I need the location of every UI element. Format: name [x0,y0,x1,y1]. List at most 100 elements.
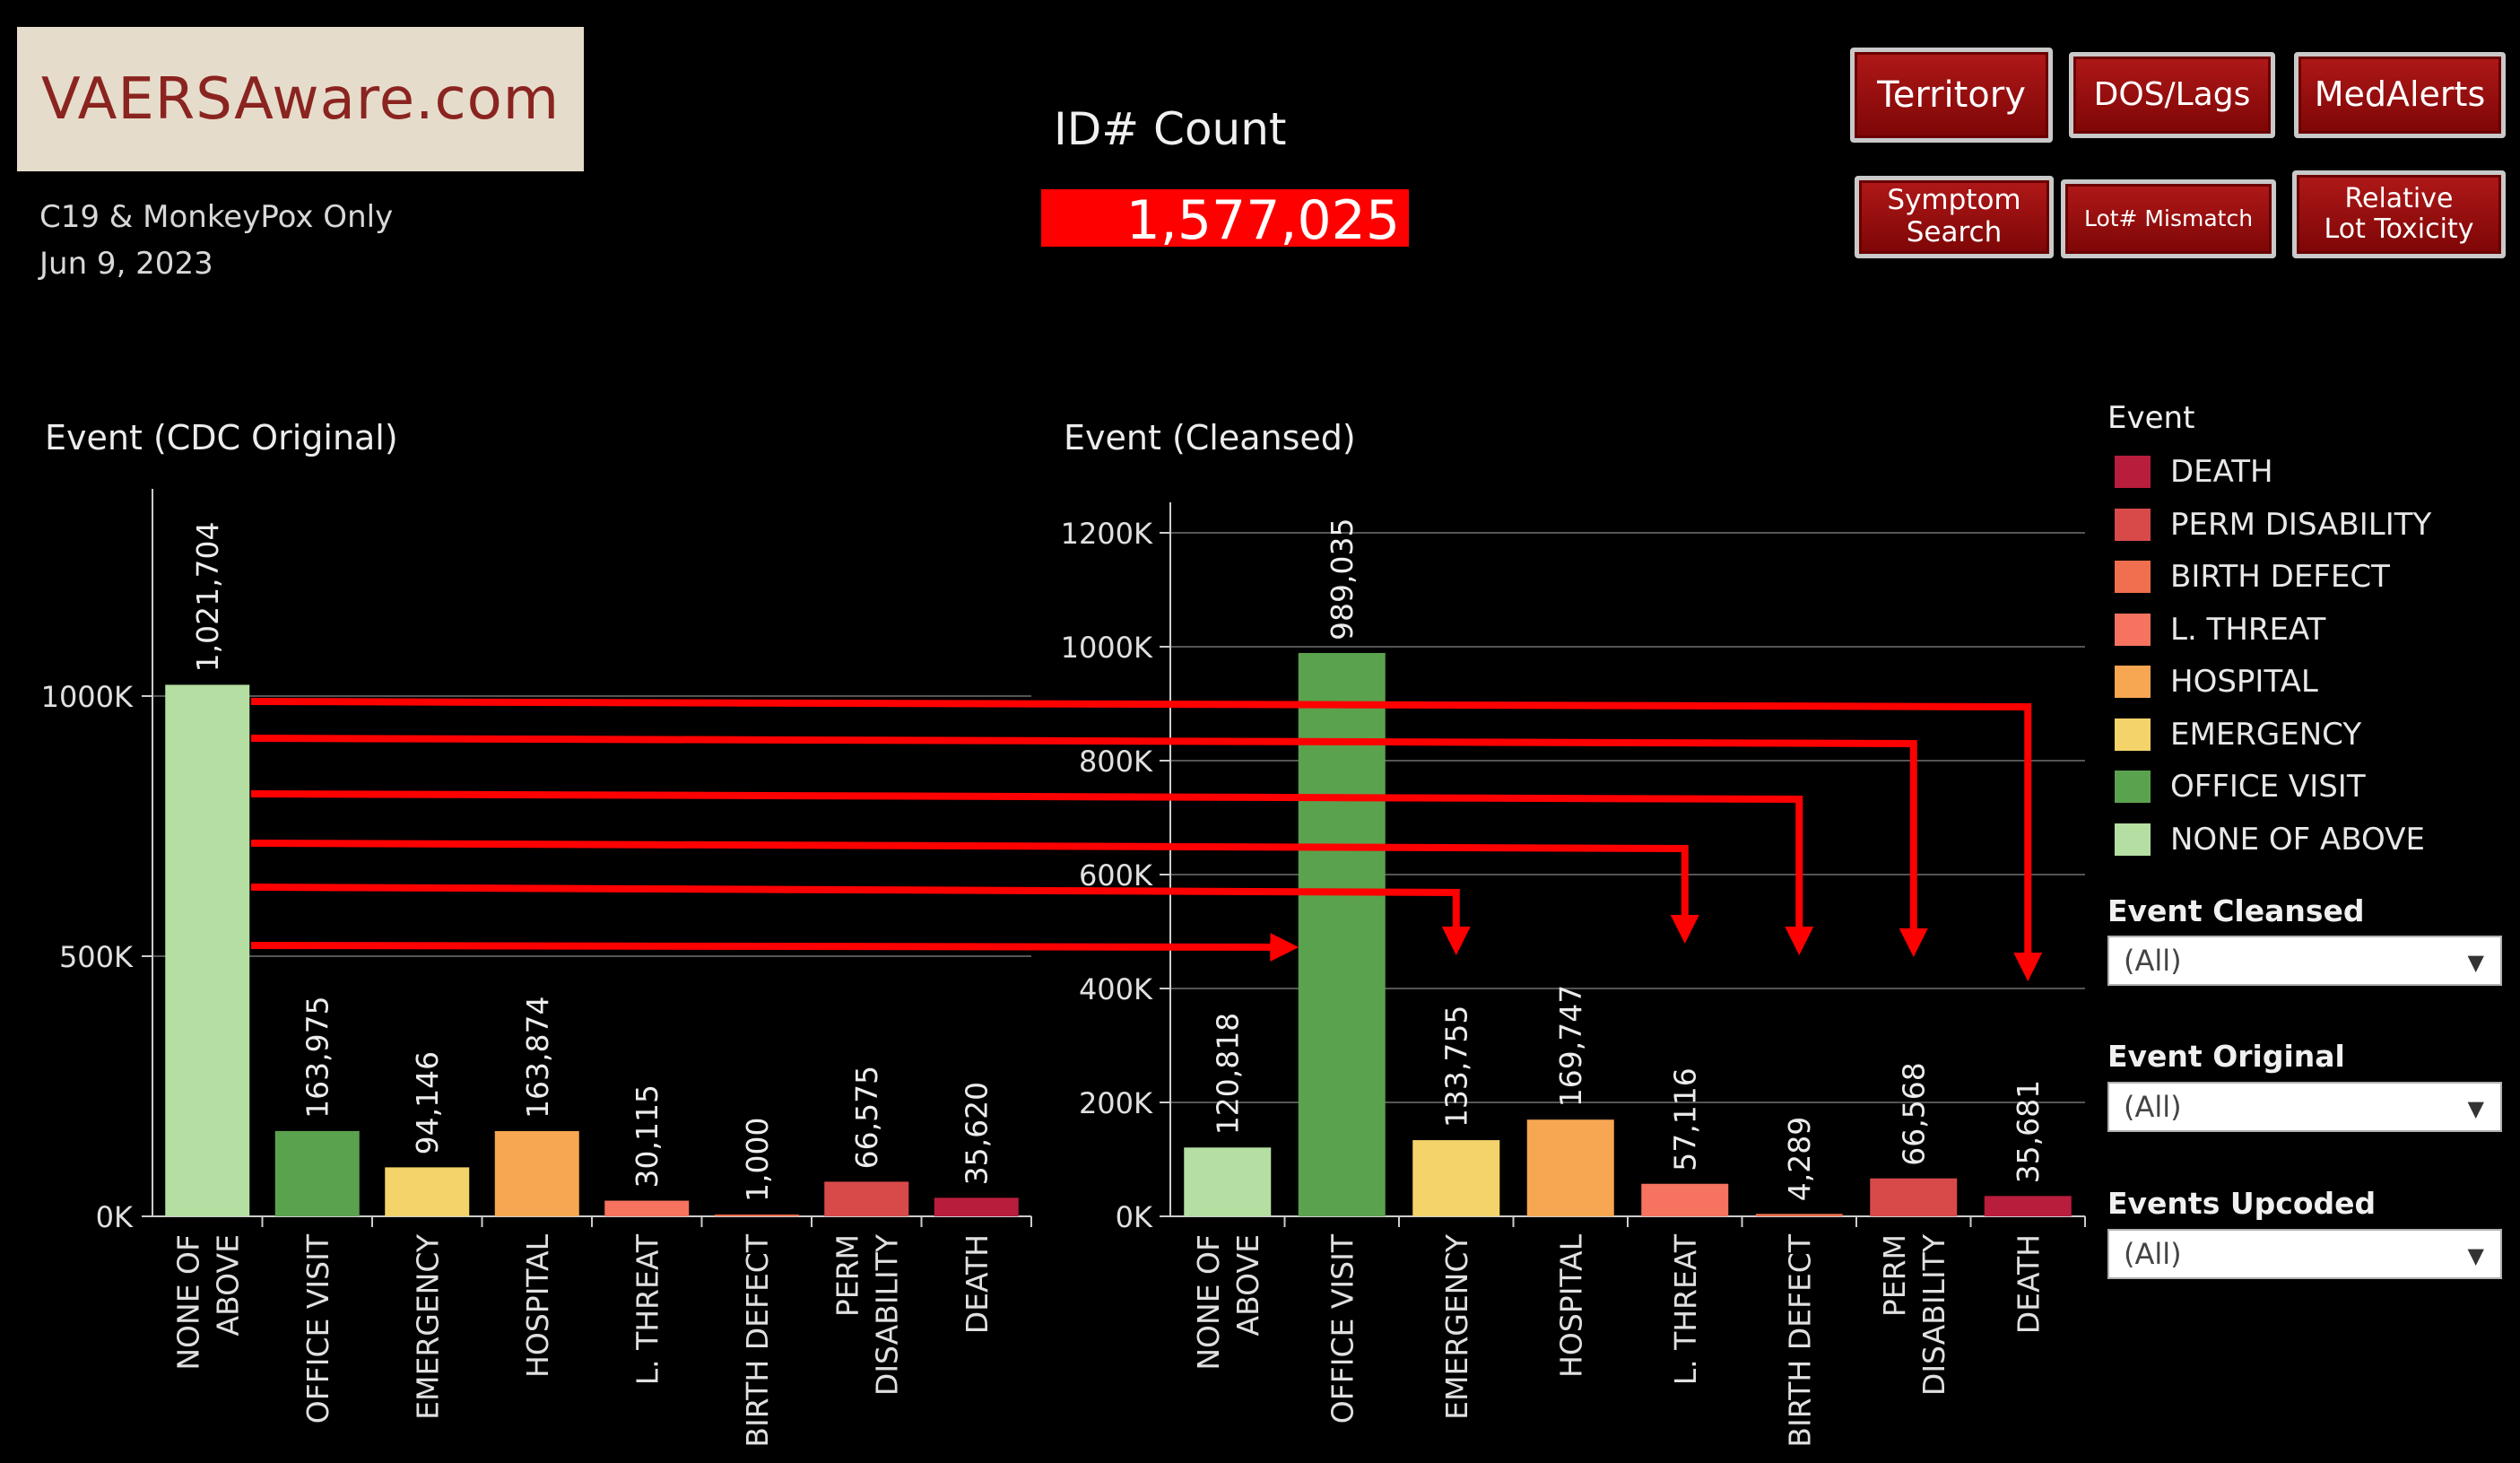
x-tick-label: HOSPITAL [1553,1233,1588,1378]
chart-original-title: Event (CDC Original) [45,418,398,457]
legend-label: PERM DISABILITY [2170,506,2432,543]
legend-swatch [2115,718,2151,751]
legend-label: EMERGENCY [2170,716,2362,753]
data-label: 35,681 [2011,1080,2046,1183]
x-tick-label: NONE OF [170,1234,205,1371]
data-label: 163,874 [520,996,555,1118]
events-upcoded-dropdown[interactable]: (All) ▼ [2107,1229,2502,1279]
legend-item[interactable]: BIRTH DEFECT [2115,559,2390,595]
bar [714,1215,799,1216]
x-tick-label: BIRTH DEFECT [1782,1233,1817,1447]
y-tick-label: 0K [96,1200,134,1234]
dataset-scope: C19 & MonkeyPox Only [39,199,394,235]
reclassification-arrow [250,735,1928,957]
data-label: 35,620 [960,1082,995,1185]
y-tick-label: 1200K [1061,517,1153,551]
chart-original: 0K 500K 1000K 1,021,704 NONE OF ABOVE 163,975 O… [41,489,1032,1448]
legend-label: OFFICE VISIT [2170,769,2366,805]
legend-swatch [2115,456,2151,488]
events-upcoded-filter-title: Events Upcoded [2107,1186,2377,1221]
bar [1755,1214,1843,1216]
territory-button[interactable]: Territory [1850,48,2053,143]
bar [1984,1196,2072,1216]
symptom-search-button[interactable]: Symptom Search [1855,176,2054,258]
x-tick-label: PERM [830,1234,865,1317]
chevron-down-icon: ▼ [2467,950,2484,975]
legend-swatch [2115,561,2151,593]
data-label: 163,975 [300,996,335,1118]
x-tick-label: DISABILITY [1916,1233,1951,1396]
legend-label: BIRTH DEFECT [2170,559,2390,595]
legend-swatch [2115,823,2151,856]
legend-item[interactable]: OFFICE VISIT [2115,769,2366,805]
relative-lot-toxicity-button[interactable]: Relative Lot Toxicity [2292,170,2506,258]
reclassification-arrow [250,840,1699,944]
bar [494,1130,579,1216]
data-label: 30,115 [630,1084,665,1188]
dataset-date: Jun 9, 2023 [39,246,213,282]
legend-label: DEATH [2170,454,2273,490]
relative-lot-toxicity-label-1: Relative [2344,182,2454,214]
event-original-filter-title: Event Original [2107,1039,2345,1074]
legend-item[interactable]: HOSPITAL [2115,664,2318,700]
lot-mismatch-button[interactable]: Lot# Mismatch [2061,179,2276,258]
x-tick-label: OFFICE VISIT [300,1233,335,1424]
dataset-info: C19 & MonkeyPox Only Jun 9, 2023 [39,194,393,287]
data-label: 1,000 [740,1118,775,1202]
y-tick-label: 400K [1079,972,1153,1006]
reclassification-arrow [250,698,2043,981]
events-upcoded-value: (All) [2124,1237,2182,1271]
chart-cleansed-title: Event (Cleansed) [1064,418,1356,457]
legend-title: Event [2107,400,2195,436]
vaersaware-logo[interactable]: VAERSAware.com [17,27,584,171]
reclassification-arrow [250,790,1814,955]
chart-cleansed: 0K 200K 400K 600K 800K 1000K 1200K 120,818 NONE … [1061,502,2086,1448]
y-tick-label: 0K [1116,1200,1153,1234]
bar [1526,1119,1614,1216]
legend-item[interactable]: PERM DISABILITY [2115,507,2431,543]
reclassification-arrows [250,698,2043,981]
bar [604,1200,690,1216]
event-cleansed-dropdown[interactable]: (All) ▼ [2107,936,2502,986]
id-count-value: 1,577,025 [1041,189,1409,252]
legend-label: L. THREAT [2170,611,2326,648]
y-tick-label: 500K [59,940,134,974]
legend-item[interactable]: DEATH [2115,454,2273,490]
event-cleansed-value: (All) [2124,944,2182,978]
data-label: 169,747 [1553,985,1588,1107]
bar [934,1197,1019,1216]
bar [1870,1178,1958,1216]
bar [1298,652,1386,1216]
y-tick-label: 600K [1079,858,1153,893]
legend-item[interactable]: EMERGENCY [2115,717,2361,753]
x-tick-label: L. THREAT [630,1233,665,1385]
relative-lot-toxicity-label-2: Lot Toxicity [2324,213,2474,245]
data-label: 1,021,704 [190,521,225,672]
x-tick-label: OFFICE VISIT [1325,1233,1360,1424]
x-tick-label: EMERGENCY [1439,1233,1474,1420]
x-tick-label: EMERGENCY [410,1233,445,1420]
event-original-value: (All) [2124,1090,2182,1124]
logo-text: VAERSAware.com [40,65,560,133]
x-tick-label: NONE OF [1191,1234,1226,1371]
data-label: 66,568 [1897,1062,1932,1165]
event-original-dropdown[interactable]: (All) ▼ [2107,1082,2502,1132]
legend-item[interactable]: L. THREAT [2115,612,2325,648]
legend-item[interactable]: NONE OF ABOVE [2115,822,2425,858]
bar [1641,1183,1729,1216]
y-tick-label: 200K [1079,1086,1153,1120]
legend-swatch [2115,508,2151,541]
data-label: 120,818 [1211,1013,1246,1135]
chevron-down-icon: ▼ [2467,1243,2484,1268]
bar [385,1167,470,1216]
bar [1412,1140,1500,1216]
legend-label: HOSPITAL [2170,664,2318,700]
data-label: 66,575 [849,1066,884,1169]
dos-lags-button[interactable]: DOS/Lags [2069,52,2275,138]
y-tick-label: 1000K [41,680,134,714]
x-tick-label: BIRTH DEFECT [740,1233,775,1447]
bar [1184,1147,1272,1216]
medalerts-button[interactable]: MedAlerts [2294,52,2506,138]
symptom-search-label-1: Symptom [1887,184,2021,217]
legend-swatch [2115,613,2151,646]
